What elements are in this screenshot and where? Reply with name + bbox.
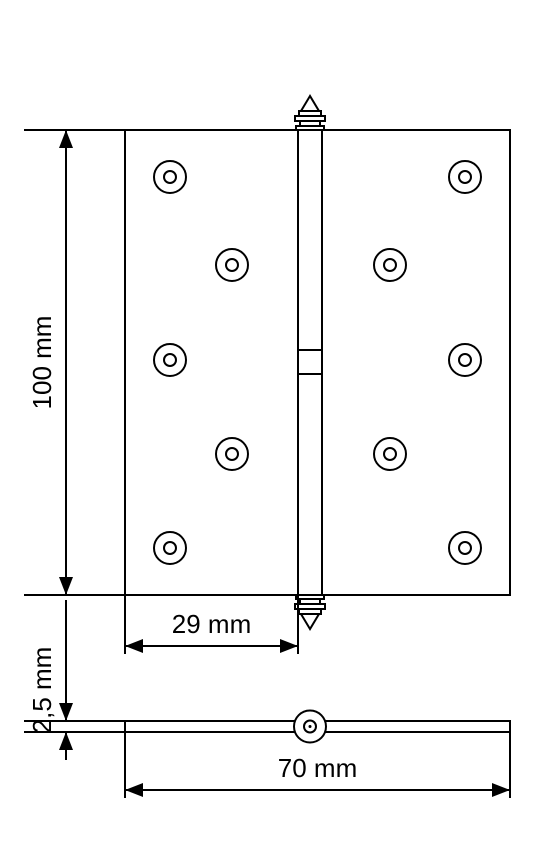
hinge-body [125,130,510,595]
dim-label-leaf-width: 29 mm [172,609,251,639]
dim-label-total-width: 70 mm [278,753,357,783]
screw-hole [154,344,186,376]
finial-top [295,96,325,130]
screw-hole [374,249,406,281]
screw-hole [154,161,186,193]
screw-hole [449,344,481,376]
dim-label-thickness: 2,5 mm [27,647,57,734]
screw-hole [449,532,481,564]
screw-hole [374,438,406,470]
screw-hole [216,438,248,470]
screw-hole [216,249,248,281]
finial-bottom [295,595,325,629]
screw-hole [449,161,481,193]
dim-label-height: 100 mm [27,316,57,410]
screw-hole [154,532,186,564]
